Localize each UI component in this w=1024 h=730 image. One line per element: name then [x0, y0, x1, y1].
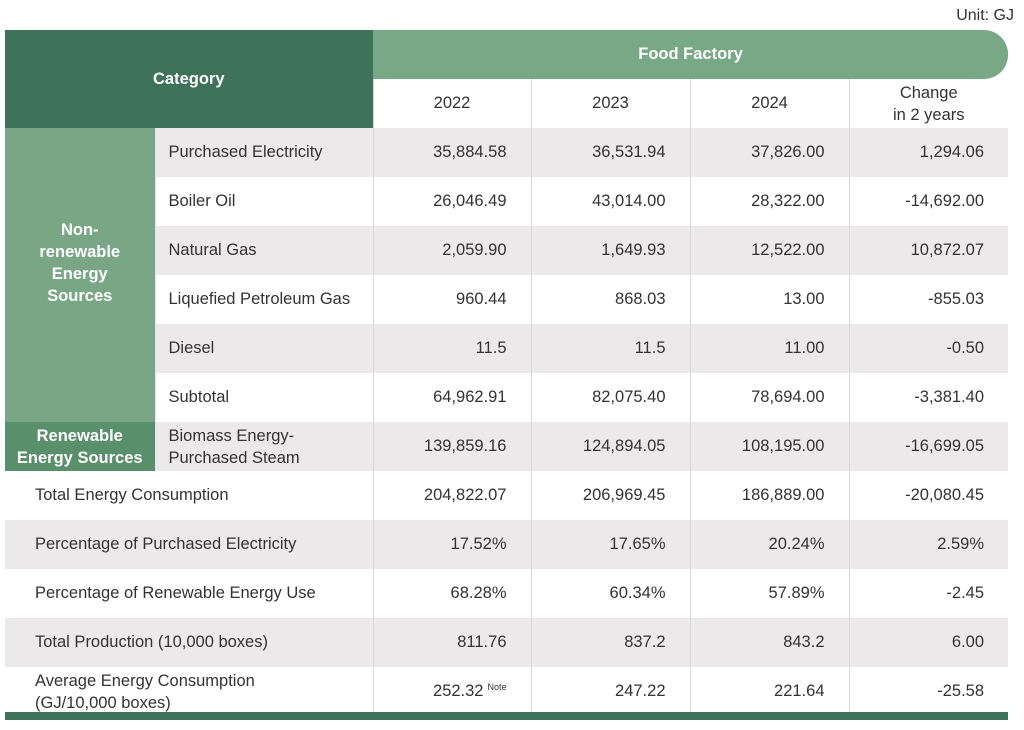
cell-2022: 139,859.16 [372, 422, 531, 471]
row-label-line2: Purchased Steam [168, 448, 300, 467]
cell-2024: 20.24% [689, 520, 849, 569]
cell-2022: 252.32 Note [372, 667, 531, 716]
row-label-line1: Biomass Energy- [168, 426, 295, 445]
category-header: Category [5, 30, 373, 128]
cell-change: -855.03 [848, 275, 1009, 324]
table-row: Diesel 11.5 11.5 11.00 -0.50 [5, 324, 1009, 373]
cell-change: -16,699.05 [848, 422, 1009, 471]
cell-2023: 36,531.94 [530, 128, 690, 177]
table-row: Total Energy Consumption 204,822.07 206,… [5, 471, 1009, 520]
cell-2023: 868.03 [530, 275, 690, 324]
cell-2023: 82,075.40 [530, 373, 690, 422]
cell-2024: 37,826.00 [689, 128, 849, 177]
cell-change: -14,692.00 [848, 177, 1009, 226]
row-label-line1: Average Energy Consumption [35, 671, 255, 690]
year-header-2024: 2024 [689, 79, 849, 128]
cell-2023: 60.34% [530, 569, 690, 618]
cell-2024: 843.2 [689, 618, 849, 667]
group-label-line: Energy [51, 265, 108, 283]
cell-2024: 57.89% [689, 569, 849, 618]
header-row-years: 2022 2023 2024 Change in 2 years [5, 79, 1009, 128]
row-label-line2: (GJ/10,000 boxes) [35, 693, 171, 712]
table-row: Liquefied Petroleum Gas 960.44 868.03 13… [5, 275, 1009, 324]
energy-consumption-table: Category Food Factory 2022 2023 2024 Cha… [5, 30, 1009, 716]
year-header-2022: 2022 [372, 79, 531, 128]
cell-2023: 43,014.00 [530, 177, 690, 226]
header-row-factory: Category Food Factory [5, 30, 1009, 128]
cell-2023: 247.22 [530, 667, 690, 716]
cell-2022: 64,962.91 [372, 373, 531, 422]
cell-change: 6.00 [848, 618, 1009, 667]
group-label-line: Renewable [36, 426, 123, 445]
row-label: Biomass Energy- Purchased Steam [154, 422, 373, 471]
group-label-line: renewable [39, 243, 121, 261]
food-factory-header: Food Factory [373, 30, 1009, 79]
group-label-line: Sources [47, 287, 113, 305]
change-header: Change in 2 years [848, 79, 1009, 128]
row-label: Average Energy Consumption (GJ/10,000 box… [5, 667, 373, 716]
table-bottom-bar [5, 712, 1008, 720]
group-label-line: Non- [60, 221, 99, 239]
cell-change: -0.50 [848, 324, 1009, 373]
cell-2024: 186,889.00 [689, 471, 849, 520]
cell-2023: 124,894.05 [530, 422, 690, 471]
unit-label: Unit: GJ [956, 7, 1014, 24]
group-label-line: Energy Sources [16, 448, 143, 467]
cell-change: -3,381.40 [848, 373, 1009, 422]
cell-2023: 1,649.93 [530, 226, 690, 275]
row-label: Subtotal [154, 373, 373, 422]
table-row: Boiler Oil 26,046.49 43,014.00 28,322.00… [5, 177, 1009, 226]
row-label: Purchased Electricity [154, 128, 373, 177]
table-row: Percentage of Renewable Energy Use 68.28… [5, 569, 1009, 618]
cell-2022: 68.28% [372, 569, 531, 618]
cell-2024: 11.00 [689, 324, 849, 373]
change-header-line2: in 2 years [892, 105, 965, 124]
note-marker: Note [487, 682, 507, 692]
table-row: Natural Gas 2,059.90 1,649.93 12,522.00 … [5, 226, 1009, 275]
cell-2022: 17.52% [372, 520, 531, 569]
cell-2023: 206,969.45 [530, 471, 690, 520]
row-label: Liquefied Petroleum Gas [154, 275, 373, 324]
row-label: Total Energy Consumption [5, 471, 373, 520]
cell-2022: 2,059.90 [372, 226, 531, 275]
cell-2024: 78,694.00 [689, 373, 849, 422]
row-label: Boiler Oil [154, 177, 373, 226]
year-header-2023: 2023 [530, 79, 690, 128]
nonrenewable-group-label: Non-renewable Energy Sources [5, 128, 155, 422]
renewable-group-label: Renewable Energy Sources [5, 422, 155, 471]
cell-2022: 35,884.58 [372, 128, 531, 177]
cell-change: -25.58 [848, 667, 1009, 716]
row-label: Percentage of Purchased Electricity [5, 520, 373, 569]
cell-2022: 11.5 [372, 324, 531, 373]
cell-2022: 26,046.49 [372, 177, 531, 226]
cell-2024: 13.00 [689, 275, 849, 324]
cell-2023: 17.65% [530, 520, 690, 569]
table-row: Renewable Energy Sources Biomass Energy- P… [5, 422, 1009, 471]
cell-2024: 12,522.00 [689, 226, 849, 275]
cell-change: 2.59% [848, 520, 1009, 569]
cell-value: 252.32 [433, 682, 484, 700]
cell-2023: 837.2 [530, 618, 690, 667]
cell-2023: 11.5 [530, 324, 690, 373]
cell-change: -2.45 [848, 569, 1009, 618]
table-row: Non-renewable Energy Sources Purchased Ele… [5, 128, 1009, 422]
cell-change: 10,872.07 [848, 226, 1009, 275]
change-header-line1: Change [899, 83, 958, 102]
row-label: Percentage of Renewable Energy Use [5, 569, 373, 618]
cell-2022: 204,822.07 [372, 471, 531, 520]
cell-2022: 960.44 [372, 275, 531, 324]
cell-2022: 811.76 [372, 618, 531, 667]
cell-2024: 28,322.00 [689, 177, 849, 226]
table-row: Total Production (10,000 boxes) 811.76 8… [5, 618, 1009, 667]
cell-change: -20,080.45 [848, 471, 1009, 520]
table-row: Percentage of Purchased Electricity 17.5… [5, 520, 1009, 569]
table-row: Subtotal 64,962.91 82,075.40 78,694.00 -… [5, 373, 1009, 422]
table-row: Average Energy Consumption (GJ/10,000 box… [5, 667, 1009, 716]
cell-2024: 221.64 [689, 667, 849, 716]
cell-change: 1,294.06 [848, 128, 1009, 177]
row-label: Natural Gas [154, 226, 373, 275]
row-label: Diesel [154, 324, 373, 373]
row-label: Total Production (10,000 boxes) [5, 618, 373, 667]
cell-2024: 108,195.00 [689, 422, 849, 471]
